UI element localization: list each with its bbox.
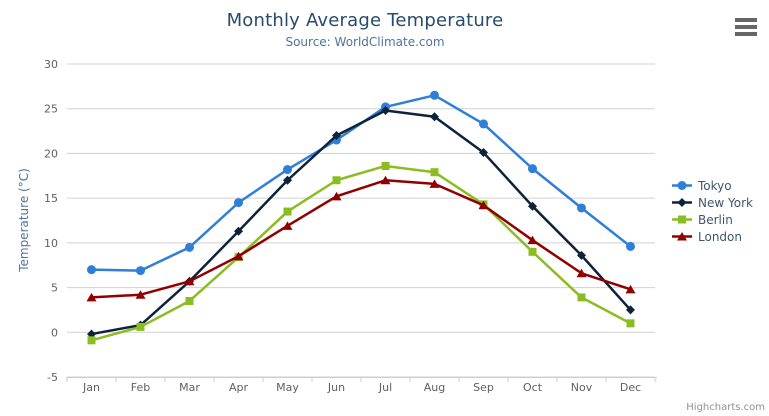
data-point-london[interactable] — [429, 179, 440, 188]
data-point-new-york[interactable] — [283, 175, 292, 185]
x-axis-label: Aug — [424, 381, 445, 394]
circle-legend-marker-icon — [672, 181, 692, 190]
y-axis-label: -5 — [47, 371, 58, 384]
legend: Tokyo New York Berlin London — [671, 177, 753, 245]
triangle-legend-marker-icon — [672, 232, 692, 241]
data-point-new-york[interactable] — [381, 106, 390, 116]
data-point-tokyo[interactable] — [479, 119, 488, 129]
data-point-new-york[interactable] — [626, 305, 635, 315]
data-point-berlin[interactable] — [381, 161, 390, 170]
data-point-london[interactable] — [184, 276, 195, 286]
legend-item-berlin[interactable]: Berlin — [671, 211, 753, 228]
x-axis-label: Jul — [378, 381, 392, 394]
y-axis-label: 0 — [51, 326, 58, 339]
hamburger-menu-icon — [735, 18, 757, 36]
export-menu-button[interactable] — [731, 14, 761, 40]
data-point-berlin[interactable] — [577, 293, 586, 302]
x-axis-label: Dec — [620, 381, 641, 394]
data-point-new-york[interactable] — [577, 250, 586, 260]
data-point-tokyo[interactable] — [136, 266, 145, 276]
series-line-new-york — [90, 109, 632, 336]
x-axis-label: Mar — [179, 381, 200, 394]
data-point-london[interactable] — [86, 292, 97, 302]
legend-label-tokyo: Tokyo — [698, 178, 732, 193]
series-line-tokyo — [90, 94, 632, 272]
data-point-berlin[interactable] — [626, 319, 635, 328]
y-axis-label: 10 — [44, 237, 58, 250]
data-point-tokyo[interactable] — [626, 241, 635, 251]
legend-label-new-york: New York — [698, 195, 753, 210]
y-axis-label: 15 — [44, 192, 58, 205]
data-point-london[interactable] — [282, 221, 293, 230]
series-line-london — [90, 179, 632, 299]
data-point-london[interactable] — [380, 175, 391, 185]
data-point-london[interactable] — [331, 191, 342, 201]
data-point-london[interactable] — [625, 284, 636, 294]
x-axis-label: May — [276, 381, 299, 394]
data-point-new-york[interactable] — [332, 131, 341, 141]
data-point-berlin[interactable] — [185, 296, 194, 305]
data-point-tokyo[interactable] — [528, 164, 537, 174]
y-axis-label: 25 — [44, 103, 58, 116]
data-point-new-york[interactable] — [234, 226, 243, 236]
x-axis-label: Jun — [327, 381, 345, 394]
x-axis-label: Oct — [523, 381, 543, 394]
legend-item-new-york[interactable]: New York — [671, 194, 753, 211]
x-axis-label: Nov — [571, 381, 593, 394]
data-point-tokyo[interactable] — [577, 203, 586, 213]
data-point-berlin[interactable] — [430, 168, 439, 177]
data-point-new-york[interactable] — [479, 148, 488, 158]
legend-label-london: London — [698, 229, 742, 244]
data-point-berlin[interactable] — [283, 207, 292, 216]
data-point-tokyo[interactable] — [430, 90, 439, 100]
data-point-london[interactable] — [478, 200, 489, 210]
data-point-london[interactable] — [135, 290, 146, 299]
data-point-berlin[interactable] — [87, 336, 96, 345]
data-point-new-york[interactable] — [87, 329, 96, 339]
data-point-berlin[interactable] — [332, 176, 341, 185]
y-axis-label: 5 — [51, 282, 58, 295]
diamond-legend-marker-icon — [672, 198, 692, 207]
data-point-new-york[interactable] — [528, 201, 537, 211]
chart-title: Monthly Average Temperature — [226, 10, 504, 31]
y-axis-label: 30 — [44, 58, 58, 71]
data-point-london[interactable] — [527, 235, 538, 245]
chart-subtitle: Source: WorldClimate.com — [285, 35, 445, 49]
x-axis-label: Apr — [229, 381, 249, 394]
data-point-tokyo[interactable] — [234, 198, 243, 208]
series-line-berlin — [90, 164, 632, 342]
legend-label-berlin: Berlin — [698, 212, 733, 227]
legend-item-tokyo[interactable]: Tokyo — [671, 177, 753, 194]
data-point-tokyo[interactable] — [185, 242, 194, 252]
data-point-london[interactable] — [576, 268, 587, 278]
data-point-berlin[interactable] — [528, 247, 537, 256]
data-point-new-york[interactable] — [430, 112, 439, 122]
x-axis-label: Sep — [473, 381, 494, 394]
data-point-london[interactable] — [233, 251, 244, 261]
square-legend-marker-icon — [672, 215, 692, 224]
data-point-tokyo[interactable] — [87, 265, 96, 275]
x-axis-label: Feb — [131, 381, 150, 394]
legend-item-london[interactable]: London — [671, 228, 753, 245]
credits-link[interactable]: Highcharts.com — [686, 402, 765, 413]
data-point-tokyo[interactable] — [283, 165, 292, 175]
data-point-berlin[interactable] — [136, 322, 145, 331]
y-axis-label: 20 — [44, 147, 58, 160]
x-axis-label: Jan — [82, 381, 100, 394]
